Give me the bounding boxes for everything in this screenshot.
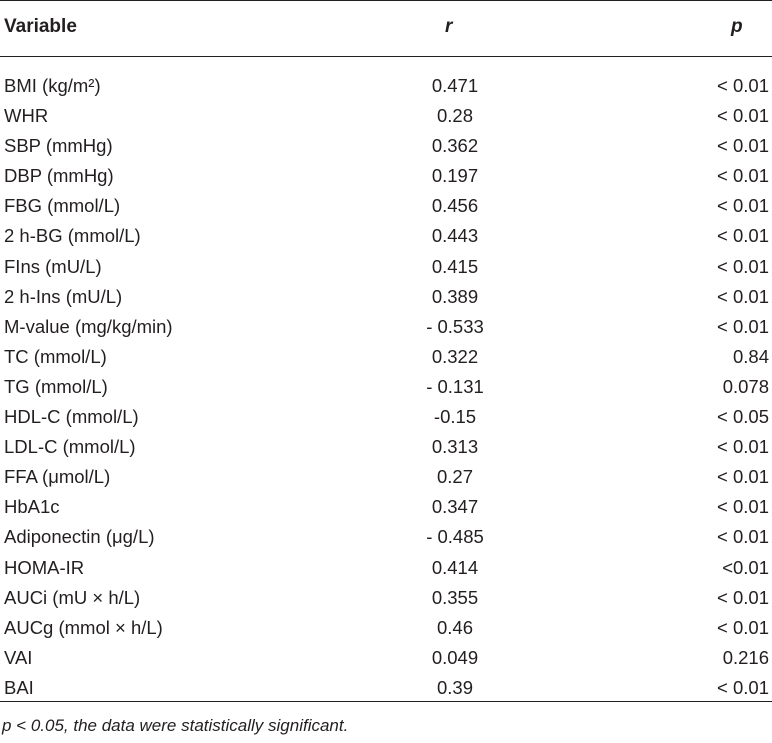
table-row: SBP (mmHg) 0.362 < 0.01 (0, 131, 772, 161)
cell-p: < 0.01 (717, 496, 769, 518)
cell-variable: VAI (4, 646, 33, 668)
cell-r: 0.049 (431, 646, 479, 668)
cell-variable: HDL-C (mmol/L) (4, 406, 139, 428)
table-body: BMI (kg/m²) 0.471 < 0.01 WHR 0.28 < 0.01 SBP (… (0, 71, 772, 703)
table-row: VAI 0.049 0.216 (0, 643, 772, 673)
cell-variable: HbA1c (4, 496, 60, 518)
table-row: LDL-C (mmol/L) 0.313 < 0.01 (0, 432, 772, 462)
cell-variable: FFA (μmol/L) (4, 466, 111, 488)
cell-p: < 0.01 (717, 135, 769, 157)
table-row: HDL-C (mmol/L) -0.15 < 0.05 (0, 402, 772, 432)
table-row: TC (mmol/L) 0.322 0.84 (0, 342, 772, 372)
table-row: FIns (mU/L) 0.415 < 0.01 (0, 252, 772, 282)
cell-p: < 0.01 (717, 586, 769, 608)
table-footnote: p < 0.05, the data were statistically si… (2, 716, 349, 735)
cell-p: < 0.01 (717, 436, 769, 458)
cell-variable: AUCi (mU × h/L) (4, 586, 141, 608)
cell-p: < 0.01 (717, 676, 769, 698)
table-row: AUCi (mU × h/L) 0.355 < 0.01 (0, 583, 772, 613)
table-header: Variable r p (0, 0, 772, 56)
table-bottom-rule (0, 701, 772, 702)
cell-p: < 0.01 (717, 165, 769, 187)
cell-p: < 0.01 (717, 315, 769, 337)
cell-r: 0.347 (431, 496, 479, 518)
cell-variable: TG (mmol/L) (4, 375, 108, 397)
table-row: DBP (mmHg) 0.197 < 0.01 (0, 161, 772, 191)
table-row: HbA1c 0.347 < 0.01 (0, 492, 772, 522)
cell-variable: AUCg (mmol × h/L) (4, 616, 163, 638)
cell-variable: DBP (mmHg) (4, 165, 114, 187)
cell-r: 0.313 (431, 436, 479, 458)
cell-p: < 0.01 (717, 105, 769, 127)
cell-r: -0.15 (433, 406, 477, 428)
cell-variable: WHR (4, 105, 49, 127)
cell-p: < 0.01 (717, 285, 769, 307)
cell-p: < 0.01 (717, 526, 769, 548)
cell-r: 0.415 (431, 255, 479, 277)
table-row: FBG (mmol/L) 0.456 < 0.01 (0, 191, 772, 221)
cell-r: 0.362 (431, 135, 479, 157)
cell-r: 0.471 (431, 75, 479, 96)
table-row: Adiponectin (μg/L) - 0.485 < 0.01 (0, 522, 772, 552)
table-row: AUCg (mmol × h/L) 0.46 < 0.01 (0, 613, 772, 643)
cell-r: 0.443 (431, 225, 479, 247)
cell-r: 0.197 (431, 165, 479, 187)
cell-variable: BAI (4, 676, 34, 698)
cell-p: < 0.01 (717, 466, 769, 488)
table-header-rule (0, 56, 772, 57)
cell-variable: FBG (mmol/L) (4, 195, 121, 217)
cell-variable: FIns (mU/L) (4, 255, 102, 277)
cell-variable: Adiponectin (μg/L) (4, 526, 155, 548)
table-row: M-value (mg/kg/min) - 0.533 < 0.01 (0, 312, 772, 342)
cell-p: < 0.01 (717, 75, 769, 96)
cell-p: < 0.01 (717, 195, 769, 217)
cell-p: <0.01 (722, 556, 769, 578)
cell-p: < 0.05 (717, 406, 769, 428)
table-row: 2 h-BG (mmol/L) 0.443 < 0.01 (0, 221, 772, 251)
cell-variable: TC (mmol/L) (4, 345, 107, 367)
cell-r: 0.46 (436, 616, 473, 638)
cell-variable: 2 h-BG (mmol/L) (4, 225, 141, 247)
cell-r: - 0.131 (426, 375, 484, 397)
cell-r: 0.27 (436, 466, 473, 488)
cell-variable: BMI (kg/m²) (4, 75, 101, 96)
header-r: r (445, 16, 453, 37)
cell-r: - 0.533 (426, 315, 484, 337)
cell-p: 0.078 (722, 375, 769, 397)
cell-p: 0.216 (722, 646, 769, 668)
cell-variable: M-value (mg/kg/min) (4, 315, 173, 337)
table-row: 2 h-Ins (mU/L) 0.389 < 0.01 (0, 282, 772, 312)
table-row: BMI (kg/m²) 0.471 < 0.01 (0, 71, 772, 101)
cell-r: 0.39 (436, 676, 473, 698)
cell-r: 0.28 (436, 105, 473, 127)
cell-p: 0.84 (732, 345, 769, 367)
cell-p: < 0.01 (717, 616, 769, 638)
cell-r: 0.355 (431, 586, 479, 608)
cell-p: < 0.01 (717, 225, 769, 247)
cell-r: - 0.485 (426, 526, 484, 548)
table-row: WHR 0.28 < 0.01 (0, 101, 772, 131)
cell-p: < 0.01 (717, 255, 769, 277)
table-row: TG (mmol/L) - 0.131 0.078 (0, 372, 772, 402)
table-row: FFA (μmol/L) 0.27 < 0.01 (0, 462, 772, 492)
table-row: HOMA-IR 0.414 <0.01 (0, 553, 772, 583)
cell-r: 0.414 (431, 556, 479, 578)
cell-r: 0.322 (431, 345, 479, 367)
cell-r: 0.389 (431, 285, 479, 307)
header-p: p (731, 16, 743, 37)
cell-variable: SBP (mmHg) (4, 135, 113, 157)
cell-variable: LDL-C (mmol/L) (4, 436, 136, 458)
cell-variable: HOMA-IR (4, 556, 85, 578)
cell-variable: 2 h-Ins (mU/L) (4, 285, 123, 307)
table-row: BAI 0.39 < 0.01 (0, 673, 772, 703)
table-top-rule (0, 0, 772, 1)
cell-r: 0.456 (431, 195, 479, 217)
header-variable: Variable (4, 16, 77, 37)
